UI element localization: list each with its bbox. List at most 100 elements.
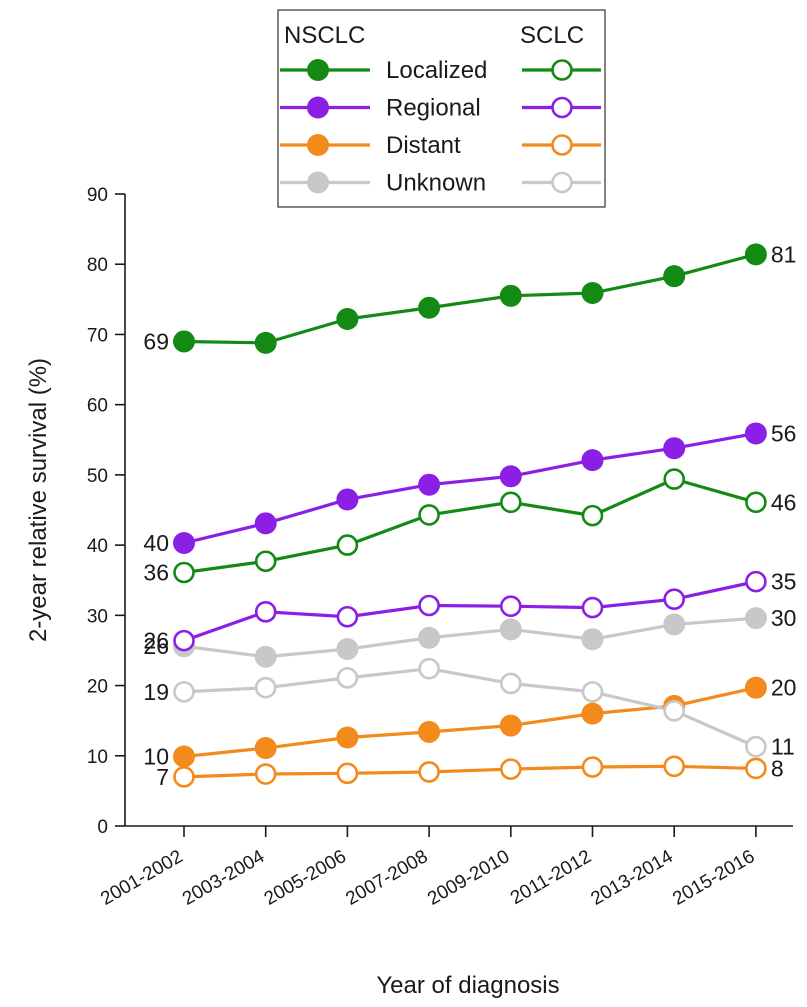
legend-heading-sclc: SCLC [520,22,584,49]
legend: NSCLC SCLC Localized Regional Distant Unkno… [277,9,606,208]
legend-rows: Localized Regional Distant Unknown [280,57,601,197]
y-axis-title: 2-year relative survival (%) [25,358,52,642]
sclc-localized-point [254,550,277,573]
y-tick-label: 20 [87,677,108,698]
data-label: 10 [143,743,169,769]
sclc-unknown-point [254,676,277,699]
x-ticks: 2001-20022003-20042005-20062007-20082009… [97,826,758,910]
sclc-distant-line [183,764,756,779]
nsclc-localized-point [254,331,277,354]
nsclc-regional-point [336,488,359,511]
x-tick-label: 2003-2004 [179,846,269,910]
nsclc-localized-point [418,296,441,319]
x-tick-label: 2015-2016 [669,846,758,910]
y-tick-label: 0 [97,817,108,838]
y-tick-label: 30 [87,606,108,627]
y-tick-label: 40 [87,536,108,557]
nsclc-regional-line [183,431,757,545]
data-label: 46 [771,489,797,515]
sclc-unknown-point [173,681,195,703]
sclc-localized-point [663,468,686,490]
legend-nsclc-regional-marker [307,96,329,119]
sclc-distant-point [663,755,686,778]
sclc-localized-point [336,534,359,556]
sclc-unknown-point [581,681,604,703]
series-lines [183,252,757,779]
nsclc-distant-point [418,720,441,743]
nsclc-localized-point [663,265,686,288]
series-points [173,243,767,788]
nsclc-unknown-point [581,628,604,651]
data-label: 7 [156,764,169,790]
legend-sclc-localized-marker [551,59,573,81]
nsclc-unknown-point [744,607,767,630]
sclc-distant-point [581,756,604,778]
sclc-localized-line [183,477,757,575]
sclc-localized-point [173,561,195,584]
sclc-unknown-point [499,672,522,695]
y-ticks: 0 10 20 30 40 50 60 70 80 90 [87,185,125,838]
nsclc-unknown-point [418,626,441,649]
nsclc-unknown-point [499,618,522,641]
data-label: 26 [143,628,169,654]
data-label: 30 [771,605,797,631]
sclc-localized-point [581,504,604,527]
data-label: 69 [143,328,169,354]
sclc-regional-point [581,596,604,619]
nsclc-regional-point [418,473,441,496]
x-tick-label: 2009-2010 [424,846,513,910]
sclc-distant-point [499,758,522,780]
nsclc-distant-point [254,737,277,760]
y-tick-label: 70 [87,325,108,346]
sclc-distant-point [173,766,195,788]
data-label: 19 [143,679,169,705]
nsclc-unknown-line [183,616,757,659]
x-tick-label: 2011-2012 [507,846,595,909]
sclc-regional-point [418,594,440,617]
nsclc-distant-point [499,714,522,737]
sclc-regional-point [173,629,195,652]
sclc-unknown-point [336,667,359,689]
legend-label-unknown: Unknown [386,170,486,197]
sclc-localized-point [745,491,767,514]
sclc-unknown-point [745,735,767,758]
y-tick-label: 10 [87,747,108,768]
nsclc-localized-point [173,330,195,353]
data-label: 81 [771,241,797,267]
x-tick-label: 2005-2006 [261,846,350,910]
sclc-regional-point [254,601,277,623]
legend-nsclc-localized-marker [307,59,329,81]
nsclc-distant-point [581,702,604,725]
sclc-unknown-point [663,700,686,722]
y-tick-label: 80 [87,255,108,276]
x-tick-label: 2007-2008 [342,846,431,910]
x-axis-title: Year of diagnosis [376,972,559,999]
nsclc-regional-point [581,449,604,472]
legend-sclc-unknown-marker [551,171,573,194]
data-labels: 69 81 40 56 36 46 26 35 26 30 19 20 10 11 7 8 [143,241,796,789]
nsclc-localized-point [581,282,604,305]
x-tick-label: 2001-2002 [97,846,186,910]
legend-sclc-distant-marker [551,134,573,156]
sclc-unknown-point [418,657,440,680]
nsclc-localized-point [744,243,767,266]
nsclc-unknown-point [336,638,359,661]
nsclc-unknown-point [254,645,277,668]
nsclc-regional-point [499,465,522,488]
legend-heading-nsclc: NSCLC [284,22,365,49]
legend-label-localized: Localized [386,57,487,84]
nsclc-regional-point [744,422,767,445]
y-tick-label: 60 [87,396,108,417]
data-label: 8 [771,755,784,781]
nsclc-localized-line [183,252,757,345]
data-label: 20 [771,675,797,701]
legend-label-distant: Distant [386,132,461,159]
sclc-distant-point [418,761,440,783]
data-label: 40 [143,530,169,556]
legend-nsclc-unknown-marker [307,171,329,194]
nsclc-regional-point [254,512,277,535]
data-label: 35 [771,569,797,595]
sclc-localized-point [499,491,522,514]
legend-sclc-regional-marker [551,96,573,119]
